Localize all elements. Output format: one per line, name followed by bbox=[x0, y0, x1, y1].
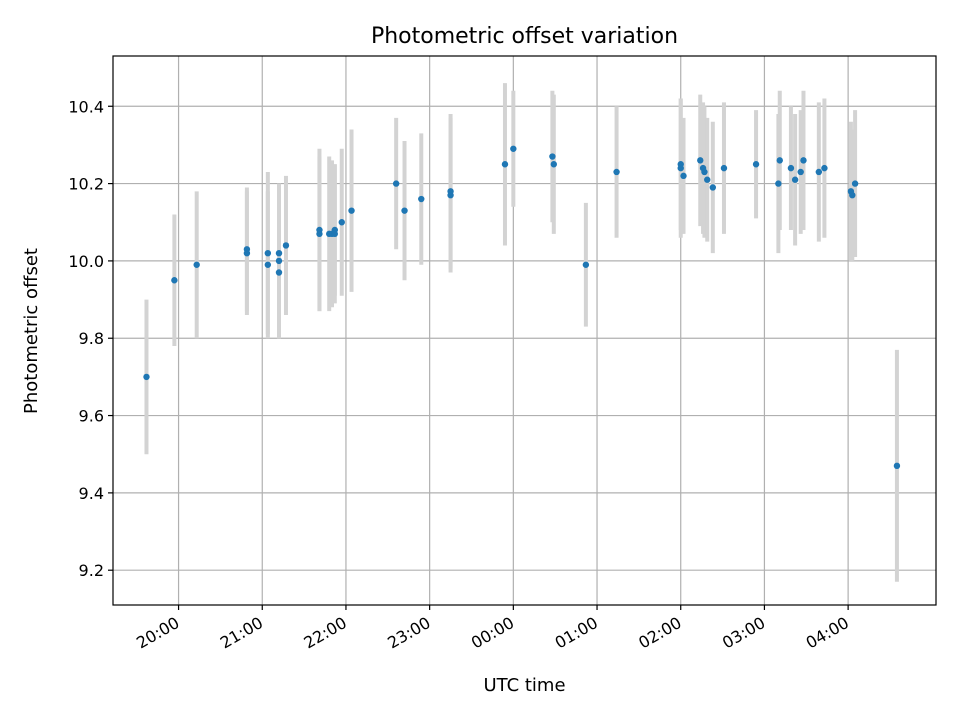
plot-frame bbox=[112, 55, 937, 606]
x-tick-label: 03:00 bbox=[719, 613, 768, 653]
y-tick-label: 9.2 bbox=[79, 561, 104, 580]
x-tick-label: 02:00 bbox=[635, 613, 684, 653]
data-point bbox=[697, 157, 704, 164]
data-point bbox=[348, 207, 355, 214]
grid-lines bbox=[113, 56, 936, 605]
x-tick-label: 21:00 bbox=[217, 613, 266, 653]
y-tick-label: 9.6 bbox=[79, 407, 104, 426]
data-point bbox=[720, 164, 728, 172]
data-point bbox=[392, 180, 400, 187]
data-point bbox=[709, 184, 717, 191]
data-point bbox=[787, 164, 795, 172]
data-point bbox=[338, 219, 345, 226]
data-point bbox=[582, 261, 590, 268]
data-point bbox=[800, 157, 807, 164]
data-point bbox=[821, 164, 828, 172]
x-tick-label: 01:00 bbox=[552, 613, 601, 653]
x-tick-label: 04:00 bbox=[803, 613, 852, 653]
error-bars bbox=[144, 83, 899, 582]
data-point bbox=[418, 195, 425, 203]
data-point bbox=[275, 249, 283, 257]
data-point bbox=[275, 257, 283, 265]
data-point bbox=[501, 161, 509, 168]
data-point bbox=[275, 269, 283, 276]
y-tick-label: 10.4 bbox=[68, 97, 104, 116]
data-point bbox=[704, 176, 711, 183]
data-point bbox=[447, 188, 454, 195]
data-point bbox=[815, 168, 823, 176]
y-axis: 9.2 9.4 9.6 9.8 10.0 10.2 10.4 bbox=[68, 97, 113, 580]
data-point bbox=[775, 180, 782, 187]
x-axis: 20:00 21:00 22:00 23:00 00:00 01:00 02:00 03:00… bbox=[133, 605, 852, 653]
data-point bbox=[331, 230, 338, 238]
x-tick-label: 20:00 bbox=[133, 613, 182, 653]
data-point bbox=[849, 191, 856, 199]
data-point bbox=[193, 261, 200, 268]
data-point bbox=[851, 180, 859, 187]
data-point bbox=[316, 230, 323, 238]
y-axis-label: Photometric offset bbox=[21, 248, 42, 414]
x-tick-label: 22:00 bbox=[301, 613, 350, 653]
y-tick-label: 10.0 bbox=[68, 252, 104, 271]
chart-title: Photometric offset variation bbox=[371, 24, 678, 49]
data-point bbox=[752, 161, 760, 168]
data-point bbox=[893, 462, 901, 470]
data-point bbox=[264, 249, 272, 257]
data-point bbox=[776, 157, 783, 164]
data-point bbox=[680, 172, 687, 180]
data-points bbox=[143, 145, 901, 470]
data-point bbox=[677, 161, 684, 168]
y-tick-label: 9.4 bbox=[79, 484, 104, 503]
data-point bbox=[549, 153, 556, 160]
x-axis-label: UTC time bbox=[483, 675, 565, 696]
y-tick-label: 10.2 bbox=[68, 175, 104, 194]
data-point bbox=[510, 145, 517, 152]
data-point bbox=[171, 277, 178, 284]
data-point bbox=[791, 176, 799, 183]
y-tick-label: 9.8 bbox=[79, 329, 104, 348]
data-point bbox=[264, 261, 272, 268]
data-point bbox=[282, 242, 290, 249]
data-point bbox=[243, 246, 251, 253]
data-point bbox=[550, 161, 557, 168]
data-point bbox=[143, 373, 150, 381]
x-tick-label: 00:00 bbox=[468, 613, 517, 653]
data-point bbox=[797, 168, 804, 176]
data-point bbox=[701, 168, 708, 176]
x-tick-label: 23:00 bbox=[384, 613, 433, 653]
data-point bbox=[401, 207, 408, 214]
data-point bbox=[613, 168, 620, 176]
